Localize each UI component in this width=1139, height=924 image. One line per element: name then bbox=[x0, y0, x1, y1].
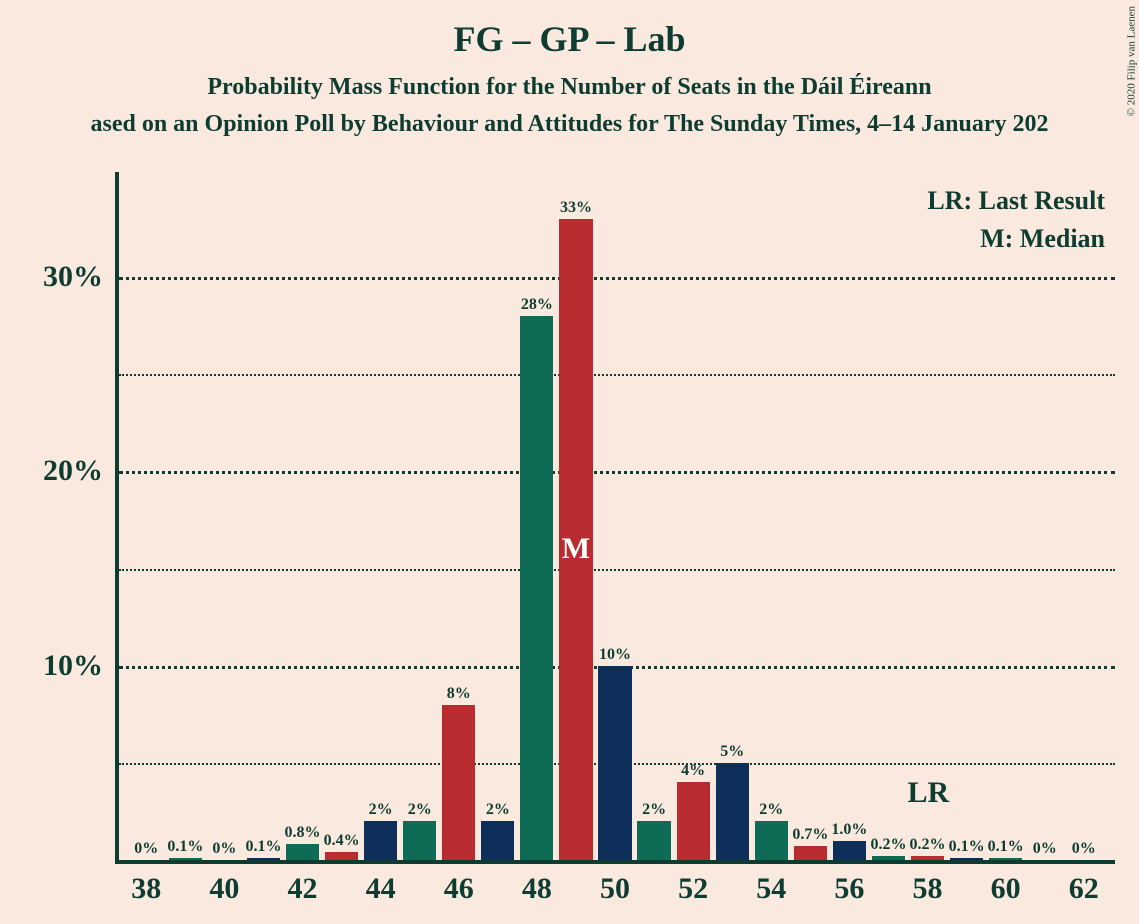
bar-value-label: 0.2% bbox=[870, 836, 906, 854]
x-axis-tick-label: 42 bbox=[288, 860, 318, 906]
bar bbox=[325, 852, 358, 860]
bar-value-label: 2% bbox=[369, 801, 393, 819]
bar-value-label: 0% bbox=[1072, 840, 1096, 858]
copyright-text: © 2020 Filip van Laenen bbox=[1125, 6, 1137, 116]
bar-value-label: 0.7% bbox=[792, 826, 828, 844]
bar-value-label: 0% bbox=[212, 840, 236, 858]
bar bbox=[481, 821, 514, 860]
x-axis-tick-label: 52 bbox=[678, 860, 708, 906]
x-axis-tick-label: 54 bbox=[756, 860, 786, 906]
bar bbox=[442, 705, 475, 860]
bar bbox=[403, 821, 436, 860]
bar-value-label: 10% bbox=[599, 646, 631, 664]
x-axis-tick-label: 58 bbox=[913, 860, 943, 906]
bar-value-label: 0% bbox=[1033, 840, 1057, 858]
bar-value-label: 33% bbox=[560, 199, 592, 217]
chart-title: FG – GP – Lab bbox=[0, 0, 1139, 60]
bar-value-label: 5% bbox=[720, 743, 744, 761]
y-axis-tick-label: 30% bbox=[43, 260, 115, 294]
y-axis-tick-label: 10% bbox=[43, 649, 115, 683]
bar-value-label: 4% bbox=[681, 762, 705, 780]
last-result-marker: LR bbox=[908, 776, 950, 810]
gridline bbox=[119, 374, 1115, 376]
x-axis-tick-label: 44 bbox=[366, 860, 396, 906]
bar-value-label: 2% bbox=[642, 801, 666, 819]
bar-value-label: 2% bbox=[759, 801, 783, 819]
x-axis-tick-label: 56 bbox=[834, 860, 864, 906]
chart-subtitle-1: Probability Mass Function for the Number… bbox=[0, 60, 1139, 101]
bar-value-label: 0.1% bbox=[949, 838, 985, 856]
x-axis-tick-label: 60 bbox=[991, 860, 1021, 906]
x-axis-tick-label: 40 bbox=[209, 860, 239, 906]
median-marker: M bbox=[562, 532, 590, 566]
bar-value-label: 0.1% bbox=[167, 838, 203, 856]
bar bbox=[716, 763, 749, 860]
bar-value-label: 0.4% bbox=[324, 832, 360, 850]
bar bbox=[794, 846, 827, 860]
bar-value-label: 1.0% bbox=[831, 821, 867, 839]
bar-value-label: 0.2% bbox=[910, 836, 946, 854]
bar-value-label: 0.1% bbox=[245, 838, 281, 856]
bar bbox=[286, 844, 319, 860]
bar-value-label: 2% bbox=[408, 801, 432, 819]
gridline bbox=[119, 471, 1115, 474]
x-axis-tick-label: 46 bbox=[444, 860, 474, 906]
bar bbox=[833, 841, 866, 860]
x-axis-tick-label: 50 bbox=[600, 860, 630, 906]
bar bbox=[755, 821, 788, 860]
x-axis bbox=[115, 860, 1115, 864]
gridline bbox=[119, 569, 1115, 571]
legend-lr: LR: Last Result bbox=[927, 186, 1105, 216]
bar bbox=[637, 821, 670, 860]
bar-value-label: 2% bbox=[486, 801, 510, 819]
bar bbox=[598, 666, 631, 860]
y-axis-tick-label: 20% bbox=[43, 454, 115, 488]
chart-subtitle-2: ased on an Opinion Poll by Behaviour and… bbox=[0, 101, 1139, 138]
bar bbox=[364, 821, 397, 860]
bar-value-label: 8% bbox=[447, 685, 471, 703]
x-axis-tick-label: 38 bbox=[131, 860, 161, 906]
legend-m: M: Median bbox=[980, 224, 1105, 254]
bar bbox=[677, 782, 710, 860]
y-axis bbox=[115, 172, 119, 860]
x-axis-tick-label: 48 bbox=[522, 860, 552, 906]
bar bbox=[520, 316, 553, 860]
bar-value-label: 28% bbox=[521, 296, 553, 314]
x-axis-tick-label: 62 bbox=[1069, 860, 1099, 906]
bar-value-label: 0% bbox=[134, 840, 158, 858]
gridline bbox=[119, 277, 1115, 280]
bar-value-label: 0.1% bbox=[988, 838, 1024, 856]
chart-plot-area: 10%20%30%384042444648505254565860620%0.1… bbox=[115, 180, 1115, 860]
bar-value-label: 0.8% bbox=[285, 824, 321, 842]
